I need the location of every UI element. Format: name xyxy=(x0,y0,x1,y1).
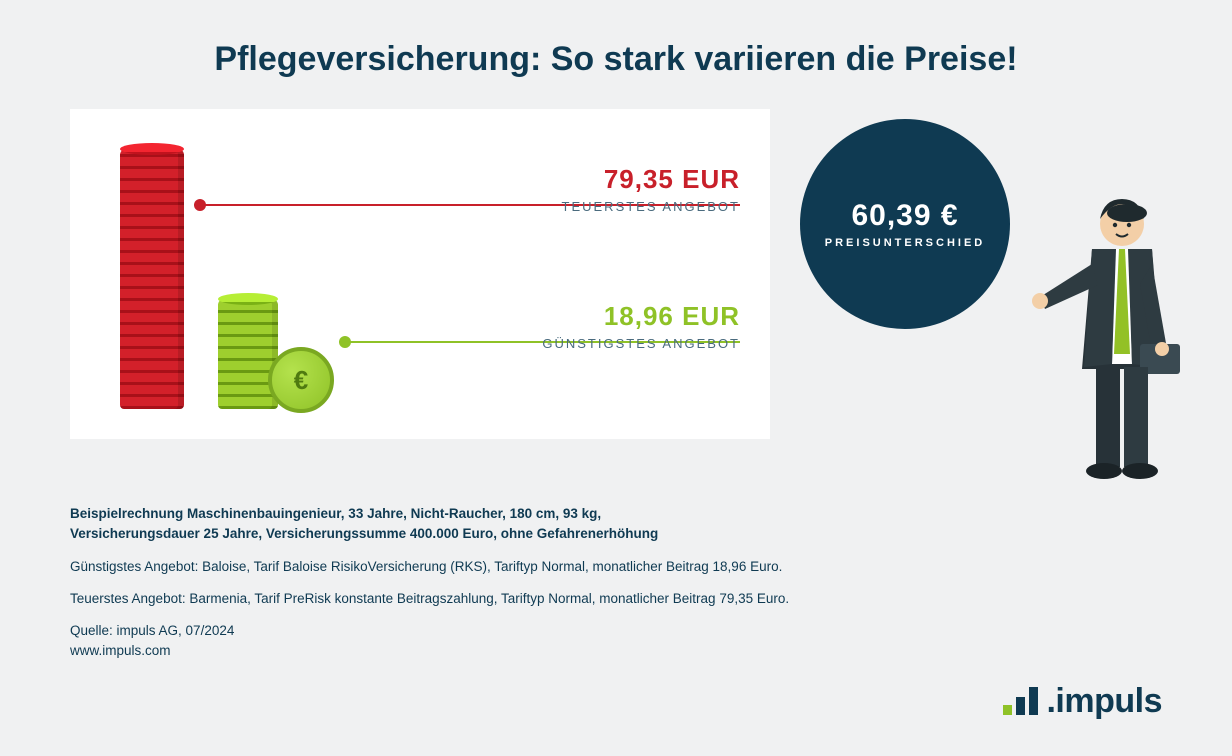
difference-caption: PREISUNTERSCHIED xyxy=(825,237,985,249)
price-difference-badge: 60,39 € PREISUNTERSCHIED xyxy=(800,119,1010,329)
expensive-offer-detail: Teuerstes Angebot: Barmenia, Tarif PreRi… xyxy=(70,589,1162,609)
brand-name: .impuls xyxy=(1046,682,1162,721)
source-line: Quelle: impuls AG, 07/2024 xyxy=(70,623,234,638)
cheap-offer-detail: Günstigstes Angebot: Baloise, Tarif Balo… xyxy=(70,557,1162,577)
difference-amount: 60,39 € xyxy=(851,199,958,233)
expensive-amount: 79,35 EUR xyxy=(562,164,740,195)
price-label-expensive: 79,35 EUR TEUERSTES ANGEBOT xyxy=(562,164,740,214)
price-label-cheap: 18,96 EUR GÜNSTIGSTES ANGEBOT xyxy=(542,301,740,351)
coin-stack-cheap-icon xyxy=(218,299,278,409)
source-url: www.impuls.com xyxy=(70,643,171,658)
example-notes: Beispielrechnung Maschinenbauingenieur, … xyxy=(70,504,1162,662)
expensive-caption: TEUERSTES ANGEBOT xyxy=(562,199,740,214)
businessman-icon xyxy=(1012,189,1182,499)
example-heading-line2: Versicherungsdauer 25 Jahre, Versicherun… xyxy=(70,526,658,541)
page-title: Pflegeversicherung: So stark variieren d… xyxy=(70,40,1162,79)
brand-logo: .impuls xyxy=(1003,682,1162,721)
coin-stack-expensive-icon xyxy=(120,149,184,409)
price-comparison-card: € 79,35 EUR TEUERSTES ANGEBOT 18,96 EUR … xyxy=(70,109,770,439)
cheap-caption: GÜNSTIGSTES ANGEBOT xyxy=(542,336,740,351)
main-row: € 79,35 EUR TEUERSTES ANGEBOT 18,96 EUR … xyxy=(70,109,1162,479)
side-panel: 60,39 € PREISUNTERSCHIED xyxy=(800,109,1162,479)
euro-coin-icon: € xyxy=(268,347,334,413)
example-heading-line1: Beispielrechnung Maschinenbauingenieur, … xyxy=(70,506,601,521)
cheap-amount: 18,96 EUR xyxy=(542,301,740,332)
logo-bars-icon xyxy=(1003,687,1038,715)
